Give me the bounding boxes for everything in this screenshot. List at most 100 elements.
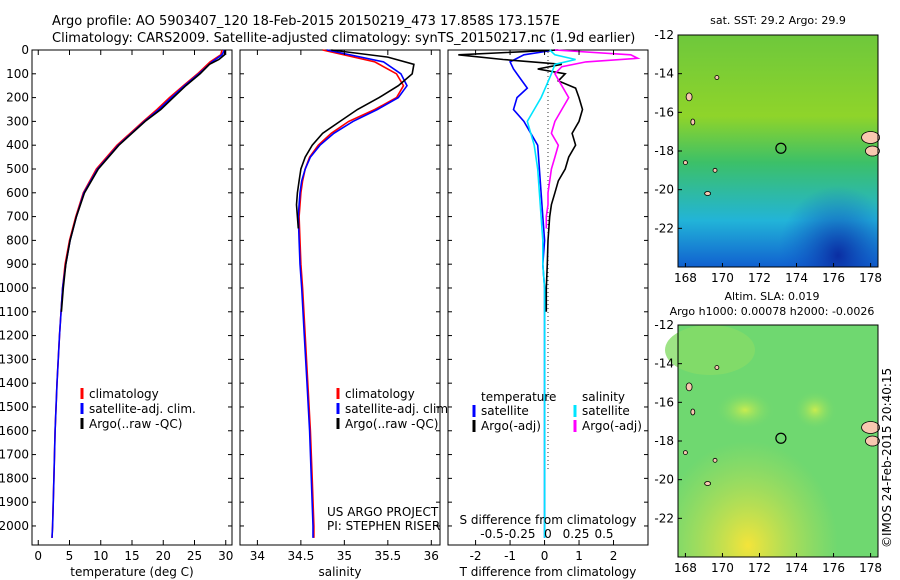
sst-argo-position-marker — [775, 142, 787, 154]
sla-argo-position-marker — [775, 432, 787, 444]
x-tick-label: 34 — [250, 549, 265, 563]
legend-label: Argo(..raw -QC) — [89, 417, 182, 431]
y-tick-label: 1500 — [0, 400, 29, 414]
salinity-panel: 34 34.5 35 35.5 36 climatologysatellite-adj.… — [239, 49, 452, 579]
salinity-plot-frame — [239, 49, 441, 546]
island-shape — [704, 191, 712, 196]
sst-map-title: sat. SST: 29.2 Argo: 29.9 — [710, 14, 846, 27]
y-tick-label: 1300 — [0, 352, 29, 366]
island-shape — [685, 382, 693, 392]
island-shape — [683, 450, 688, 456]
map-x-tick-label: 170 — [711, 561, 734, 575]
y-tick-label: 1400 — [0, 376, 29, 390]
y-tick-label: 1900 — [0, 495, 29, 509]
x-tick-label: -1 — [504, 549, 516, 563]
y-tick-label: 600 — [6, 186, 29, 200]
y-tick-label: 2000 — [0, 519, 29, 533]
legend-header: salinity — [582, 390, 625, 404]
x-tick-label: 34.5 — [288, 549, 315, 563]
island-shape — [714, 365, 720, 370]
island-shape — [861, 131, 880, 144]
map-x-tick-label: 174 — [785, 561, 808, 575]
y-tick-label: 800 — [6, 233, 29, 247]
x-tick-label: 25 — [187, 549, 202, 563]
map-y-tick-label: -12 — [654, 28, 674, 42]
y-tick-label: 900 — [6, 257, 29, 271]
y-tick-label: 1200 — [0, 329, 29, 343]
series-line-satelliteadjclim — [297, 49, 408, 538]
sst-cold-pool — [678, 35, 878, 267]
x-tick-label: 36 — [424, 549, 439, 563]
x-tick-label: 15 — [124, 549, 139, 563]
island-shape — [704, 481, 712, 486]
island-shape — [690, 408, 696, 416]
island-shape — [712, 457, 718, 463]
credit-label: ©IMOS 24-Feb-2015 20:40:15 — [880, 367, 894, 548]
legend-label: Argo(-adj) — [481, 419, 541, 433]
sst-land — [683, 75, 880, 196]
x-tick-label: 1 — [575, 549, 583, 563]
series-line-salinity-argoadj — [545, 49, 641, 229]
map-x-tick-label: 168 — [674, 561, 697, 575]
figure-title-line2: Climatology: CARS2009. Satellite-adjuste… — [52, 31, 635, 46]
map-x-tick-label: 168 — [674, 271, 697, 285]
s-tick-label: -0.5 — [480, 527, 503, 541]
sla-map-subtitle: Argo h1000: 0.00078 h2000: -0.0026 — [670, 305, 875, 318]
y-tick-label: 700 — [6, 210, 29, 224]
x-tick-label: 20 — [156, 549, 171, 563]
island-shape — [861, 421, 880, 434]
map-x-tick-label: 178 — [859, 271, 882, 285]
y-tick-label: 1000 — [0, 281, 29, 295]
map-x-tick-label: 176 — [822, 271, 845, 285]
island-shape — [865, 145, 880, 157]
x-tick-label: 0 — [541, 549, 549, 563]
island-shape — [714, 75, 720, 80]
legend-header: temperature — [481, 390, 556, 404]
map-x-tick-label: 172 — [748, 561, 771, 575]
s-tick-label: 0 — [544, 527, 552, 541]
map-x-tick-label: 178 — [859, 561, 882, 575]
map-y-tick-label: -18 — [654, 434, 674, 448]
y-tick-label: 1600 — [0, 424, 29, 438]
map-x-tick-label: 172 — [748, 271, 771, 285]
sla-map-panel: Altim. SLA: 0.019 Argo h1000: 0.00078 h2… — [654, 290, 882, 575]
figure-title-line1: Argo profile: AO 5903407_120 18-Feb-2015… — [52, 14, 560, 29]
s-tick-label: -0.25 — [504, 527, 535, 541]
legend-label: climatology — [89, 387, 159, 401]
map-y-tick-label: -22 — [654, 511, 674, 525]
map-y-tick-label: -16 — [654, 105, 674, 119]
map-x-tick-label: 174 — [785, 271, 808, 285]
map-y-tick-label: -22 — [654, 221, 674, 235]
x-tick-label: 35 — [337, 549, 352, 563]
y-tick-label: 1800 — [0, 471, 29, 485]
t-diff-label: T difference from climatology — [459, 565, 637, 579]
y-tick-label: 200 — [6, 91, 29, 105]
map-x-tick-label: 170 — [711, 271, 734, 285]
temperature-panel: 0 5 10 15 20 25 300100200300400500600700800900… — [0, 43, 233, 579]
legend-label: satellite-adj. clim. — [89, 402, 196, 416]
y-tick-label: 0 — [21, 43, 29, 57]
y-tick-label: 500 — [6, 162, 29, 176]
legend-label: Argo(..raw -QC) — [345, 417, 438, 431]
map-y-tick-label: -14 — [654, 357, 674, 371]
island-shape — [685, 92, 693, 102]
island-shape — [690, 118, 696, 126]
x-tick-label: 0 — [34, 549, 42, 563]
y-tick-label: 100 — [6, 67, 29, 81]
legend-label: climatology — [345, 387, 415, 401]
map-y-tick-label: -16 — [654, 395, 674, 409]
map-y-tick-label: -20 — [654, 473, 674, 487]
y-tick-label: 300 — [6, 114, 29, 128]
island-shape — [683, 160, 688, 166]
legend-label: Argo(-adj) — [582, 419, 642, 433]
y-tick-label: 1100 — [0, 305, 29, 319]
legend-label: satellite-adj. clim. — [345, 402, 452, 416]
sla-high-region — [678, 325, 878, 557]
temperature-x-label: temperature (deg C) — [70, 565, 193, 579]
map-y-tick-label: -14 — [654, 67, 674, 81]
series-line-salinity-satellite — [526, 49, 576, 538]
x-tick-label: 30 — [218, 549, 233, 563]
sla-map-title: Altim. SLA: 0.019 — [724, 290, 819, 303]
x-tick-label: 10 — [93, 549, 108, 563]
